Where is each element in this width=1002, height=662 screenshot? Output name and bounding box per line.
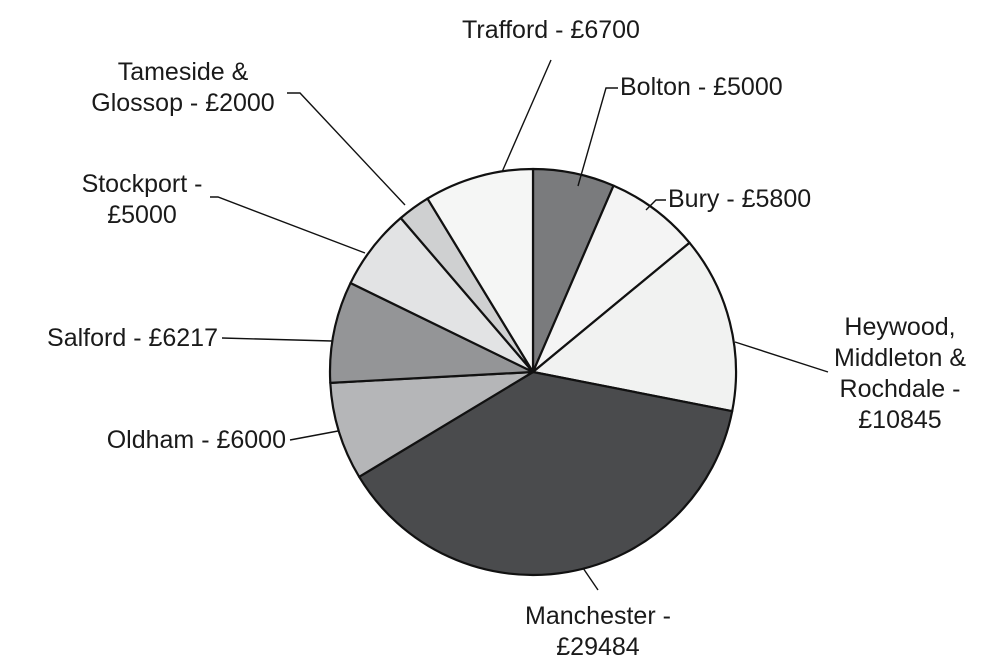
slice-label-manchester: Manchester - £29484 (525, 602, 671, 661)
slice-label-line: Rochdale - (840, 375, 961, 403)
slice-label-line: Oldham - £6000 (107, 426, 286, 454)
slice-label-line: £5000 (107, 201, 177, 229)
slice-label-stockport: Stockport - £5000 (82, 170, 203, 229)
slice-label-line: Bolton - £5000 (620, 73, 783, 101)
slice-label-salford: Salford - £6217 (47, 324, 218, 352)
slice-label-line: Glossop - £2000 (91, 89, 274, 117)
pie-slice-trafford (426, 167, 535, 374)
leader-line-stockport (210, 196, 366, 254)
slice-labels: Bolton - £5000 Bury - £5800 Heywood, Middle… (47, 16, 966, 661)
slice-label-oldham: Oldham - £6000 (107, 426, 286, 454)
slice-label-tameside-glossop: Tameside & Glossop - £2000 (91, 58, 274, 117)
pie-slice-manchester (358, 370, 734, 577)
slice-label-line: Heywood, (844, 313, 955, 341)
slice-label-line: Middleton & (834, 344, 966, 372)
slice-label-line: Salford - £6217 (47, 324, 218, 352)
leader-line-trafford (501, 59, 552, 173)
slice-label-heywood-middleton-rochdale: Heywood, Middleton & Rochdale - £10845 (834, 313, 966, 434)
leader-line-salford (221, 337, 333, 342)
slice-label-line: £29484 (556, 633, 640, 661)
leader-lines (210, 59, 829, 591)
pie-slice-salford (328, 281, 535, 384)
leader-line-tameside-glossop (287, 92, 406, 206)
slice-label-line: Bury - £5800 (668, 185, 811, 213)
pie-slices (328, 167, 738, 577)
leader-line-oldham (289, 430, 339, 441)
slice-label-bury: Bury - £5800 (668, 185, 811, 213)
slice-label-line: Tameside & (118, 58, 249, 86)
slice-label-line: Trafford - £6700 (462, 16, 640, 44)
pie-slice-heywood-middleton-rochdale (531, 241, 738, 413)
leader-line-heywood-middleton-rochdale (734, 341, 829, 373)
pie-slice-bury (531, 184, 691, 374)
slice-label-line: £10845 (858, 406, 941, 434)
pie-slice-oldham (329, 370, 535, 478)
leader-line-bury (645, 199, 666, 211)
slice-label-bolton: Bolton - £5000 (620, 73, 783, 101)
slice-label-line: Stockport - (82, 170, 203, 198)
leader-line-manchester (582, 567, 599, 591)
slice-label-line: Manchester - (525, 602, 671, 630)
slice-label-trafford: Trafford - £6700 (462, 16, 640, 44)
leader-line-bolton (577, 87, 618, 187)
